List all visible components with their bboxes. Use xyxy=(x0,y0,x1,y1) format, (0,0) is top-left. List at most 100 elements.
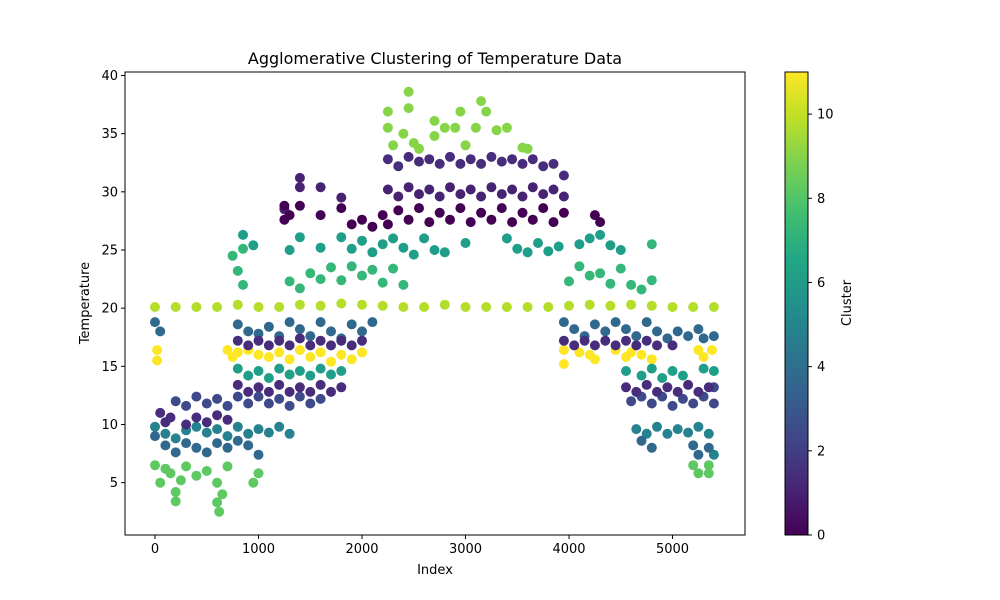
data-point-cluster-5 xyxy=(253,424,264,435)
data-point-cluster-2 xyxy=(621,382,631,393)
data-point-cluster-3 xyxy=(315,393,326,404)
data-point-cluster-8 xyxy=(212,497,223,508)
data-point-cluster-2 xyxy=(315,335,326,346)
data-point-cluster-2 xyxy=(693,386,704,397)
data-point-cluster-7 xyxy=(232,265,243,276)
colorbar-tick-label: 0 xyxy=(817,529,825,544)
data-point-cluster-4 xyxy=(294,324,305,335)
data-point-cluster-4 xyxy=(683,331,694,342)
data-point-cluster-2 xyxy=(641,379,652,390)
data-point-cluster-8 xyxy=(170,487,181,497)
data-point-cluster-1 xyxy=(538,189,549,200)
data-point-cluster-5 xyxy=(672,424,683,435)
data-point-cluster-4 xyxy=(367,317,378,328)
x-axis-label: Index xyxy=(417,563,453,578)
data-point-cluster-6 xyxy=(263,373,274,383)
data-point-cluster-6 xyxy=(326,369,336,380)
data-point-cluster-0 xyxy=(424,217,435,228)
data-point-cluster-0 xyxy=(377,210,388,221)
data-point-cluster-8 xyxy=(150,460,160,471)
data-point-cluster-6 xyxy=(615,245,626,255)
data-point-cluster-2 xyxy=(652,386,662,397)
data-point-cluster-9 xyxy=(403,103,414,114)
data-point-cluster-2 xyxy=(294,333,305,344)
x-axis-ticks: 0 1000 2000 3000 4000 5000 xyxy=(151,535,689,557)
data-point-cluster-5 xyxy=(263,427,274,438)
data-point-cluster-6 xyxy=(574,239,585,250)
x-tick-label: 1000 xyxy=(242,542,275,557)
data-point-cluster-1 xyxy=(476,191,487,202)
data-point-cluster-10 xyxy=(170,302,181,312)
data-point-cluster-8 xyxy=(217,489,228,500)
data-point-cluster-2 xyxy=(294,382,305,393)
data-point-cluster-10 xyxy=(253,302,264,312)
colorbar xyxy=(784,71,809,536)
data-point-cluster-9 xyxy=(388,140,399,151)
data-point-cluster-2 xyxy=(496,156,507,167)
data-point-cluster-3 xyxy=(708,398,719,409)
data-point-cluster-6 xyxy=(605,240,616,251)
data-point-cluster-9 xyxy=(522,143,533,154)
data-point-cluster-2 xyxy=(336,382,347,393)
data-point-cluster-11 xyxy=(263,352,274,362)
data-point-cluster-6 xyxy=(284,245,295,255)
data-point-cluster-2 xyxy=(548,158,559,169)
data-point-cluster-4 xyxy=(558,317,569,328)
data-point-cluster-10 xyxy=(460,302,471,312)
data-point-cluster-10 xyxy=(419,302,430,312)
colorbar-tick-label: 8 xyxy=(817,192,825,207)
data-point-cluster-5 xyxy=(641,428,652,439)
data-point-cluster-3 xyxy=(212,393,223,404)
data-point-cluster-3 xyxy=(191,391,202,402)
data-point-cluster-3 xyxy=(677,393,688,404)
data-point-cluster-6 xyxy=(460,238,471,248)
data-point-cluster-3 xyxy=(263,398,274,409)
data-point-cluster-4 xyxy=(326,326,336,337)
data-point-cluster-9 xyxy=(491,125,502,136)
data-point-cluster-4 xyxy=(636,435,647,446)
data-point-cluster-10 xyxy=(212,302,223,312)
data-point-cluster-2 xyxy=(201,417,212,428)
data-point-cluster-4 xyxy=(263,321,274,332)
data-point-cluster-0 xyxy=(393,205,404,216)
data-point-cluster-6 xyxy=(315,242,326,253)
data-point-cluster-8 xyxy=(181,461,192,472)
data-point-cluster-6 xyxy=(439,247,450,258)
data-point-cluster-11 xyxy=(152,355,163,366)
data-point-cluster-2 xyxy=(357,335,367,346)
data-point-cluster-7 xyxy=(574,261,585,272)
data-point-cluster-0 xyxy=(346,219,357,230)
data-point-cluster-6 xyxy=(284,369,295,380)
data-point-cluster-7 xyxy=(646,275,657,286)
data-point-cluster-10 xyxy=(481,302,492,312)
data-point-cluster-6 xyxy=(595,229,606,240)
data-point-cluster-0 xyxy=(538,203,549,214)
data-point-cluster-1 xyxy=(294,182,305,193)
data-point-cluster-0 xyxy=(279,200,290,211)
data-point-cluster-6 xyxy=(367,247,378,258)
data-point-cluster-6 xyxy=(533,238,543,248)
data-point-cluster-4 xyxy=(150,431,160,442)
data-point-cluster-6 xyxy=(336,366,347,376)
data-point-cluster-1 xyxy=(527,182,538,193)
data-point-cluster-8 xyxy=(214,506,225,517)
data-point-cluster-9 xyxy=(429,115,440,126)
data-point-cluster-10 xyxy=(274,302,285,312)
data-point-cluster-9 xyxy=(460,140,471,151)
data-point-cluster-5 xyxy=(243,428,254,439)
data-point-cluster-2 xyxy=(232,335,243,346)
data-point-cluster-10 xyxy=(315,300,326,311)
data-point-cluster-2 xyxy=(243,386,254,397)
data-point-cluster-4 xyxy=(243,440,254,451)
data-point-cluster-6 xyxy=(543,246,554,257)
data-point-cluster-11 xyxy=(315,347,326,358)
data-point-cluster-0 xyxy=(315,210,326,221)
y-tick-label: 30 xyxy=(101,185,118,200)
data-point-cluster-8 xyxy=(212,477,223,488)
data-point-cluster-2 xyxy=(683,379,694,390)
data-point-cluster-5 xyxy=(191,421,202,432)
data-point-cluster-10 xyxy=(501,302,512,312)
data-point-cluster-11 xyxy=(305,352,316,362)
chart-title: Agglomerative Clustering of Temperature … xyxy=(248,49,622,68)
data-point-cluster-10 xyxy=(336,298,347,309)
